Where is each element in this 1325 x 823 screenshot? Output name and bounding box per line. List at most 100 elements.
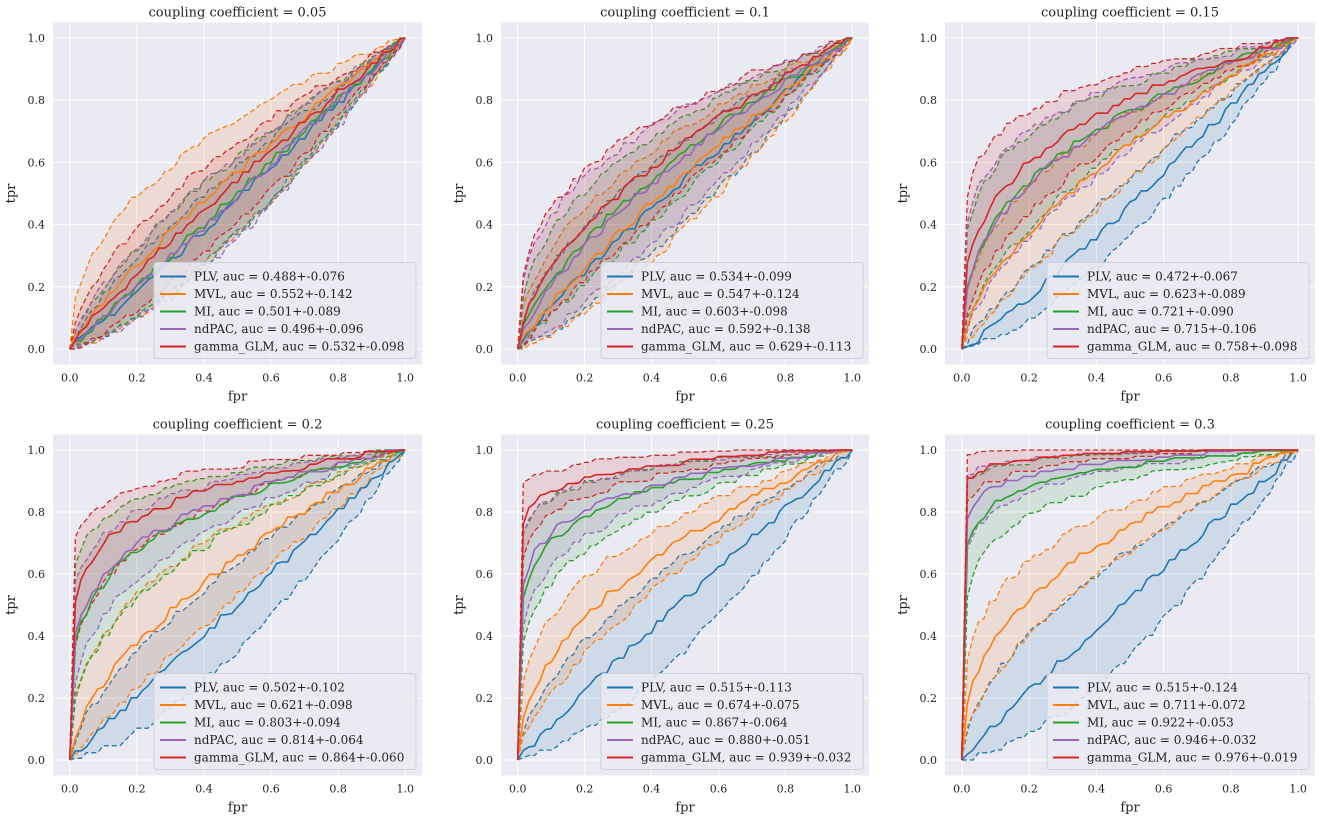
y-tick-label: 0.4 bbox=[920, 219, 938, 232]
lower-bound-PLV bbox=[961, 449, 1299, 761]
y-tick-label: 0.4 bbox=[476, 630, 494, 643]
mean-roc-gamma_GLM bbox=[69, 449, 406, 761]
upper-bound-MVL bbox=[517, 37, 853, 350]
x-tick-label: 0.4 bbox=[643, 783, 661, 796]
band-ndPAC bbox=[961, 450, 1299, 760]
x-tick-label: 1.0 bbox=[1289, 372, 1307, 385]
y-tick-label: 0.2 bbox=[476, 692, 494, 705]
x-tick-label: 0.8 bbox=[329, 372, 347, 385]
y-tick-label: 0.2 bbox=[920, 281, 938, 294]
x-tick-label: 0.0 bbox=[509, 783, 527, 796]
y-tick-label: 0.0 bbox=[476, 754, 494, 767]
subplot-title: coupling coefficient = 0.05 bbox=[149, 6, 327, 21]
band-ndPAC bbox=[517, 450, 853, 760]
mean-roc-ndPAC bbox=[516, 37, 853, 350]
x-tick-label: 0.8 bbox=[1222, 372, 1240, 385]
x-tick-label: 0.0 bbox=[509, 372, 527, 385]
y-tick-label: 0.0 bbox=[28, 343, 46, 356]
band-MI bbox=[517, 38, 853, 349]
legend-entry: PLV, auc = 0.502+-0.102 bbox=[194, 681, 345, 695]
y-axis-label: tpr bbox=[896, 183, 911, 204]
band-MVL bbox=[961, 38, 1299, 349]
legend-entry: gamma_GLM, auc = 0.758+-0.098 bbox=[1087, 340, 1297, 354]
y-tick-label: 0.4 bbox=[476, 219, 494, 232]
mean-roc-MI bbox=[961, 449, 1299, 761]
legend-entry: MVL, auc = 0.547+-0.124 bbox=[641, 287, 800, 301]
x-tick-label: 1.0 bbox=[844, 783, 862, 796]
legend: PLV, auc = 0.488+-0.076 MVL, auc = 0.552+… bbox=[153, 262, 417, 359]
x-axis-label: fpr bbox=[675, 390, 695, 405]
legend-entry: MI, auc = 0.603+-0.098 bbox=[641, 305, 788, 319]
x-tick-label: 0.8 bbox=[777, 783, 795, 796]
y-tick-label: 0.6 bbox=[28, 156, 46, 169]
y-tick-label: 0.4 bbox=[28, 630, 46, 643]
legend-entry: ndPAC, auc = 0.880+-0.051 bbox=[641, 733, 811, 747]
lower-bound-ndPAC bbox=[69, 449, 406, 761]
x-axis-label: fpr bbox=[228, 801, 248, 816]
upper-bound-MI bbox=[961, 37, 1299, 350]
mean-roc-ndPAC bbox=[69, 449, 406, 761]
y-tick-label: 0.0 bbox=[28, 754, 46, 767]
y-tick-label: 0.2 bbox=[476, 281, 494, 294]
x-tick-label: 0.4 bbox=[643, 372, 661, 385]
mean-roc-PLV bbox=[69, 449, 406, 761]
upper-bound-gamma_GLM bbox=[69, 37, 406, 350]
legend-entry: gamma_GLM, auc = 0.939+-0.032 bbox=[641, 751, 851, 765]
x-tick-label: 0.2 bbox=[576, 783, 594, 796]
subplot-title: coupling coefficient = 0.25 bbox=[596, 418, 774, 433]
y-tick-label: 1.0 bbox=[28, 444, 46, 457]
lower-bound-MVL bbox=[961, 449, 1299, 761]
y-tick-label: 0.6 bbox=[920, 568, 938, 581]
lower-bound-MI bbox=[69, 37, 406, 350]
upper-bound-MVL bbox=[517, 449, 853, 761]
legend-entry: ndPAC, auc = 0.496+-0.096 bbox=[194, 322, 364, 336]
mean-roc-ndPAC bbox=[516, 449, 853, 761]
x-tick-label: 1.0 bbox=[844, 372, 862, 385]
band-MVL bbox=[69, 450, 406, 760]
lower-bound-gamma_GLM bbox=[517, 37, 853, 350]
mean-roc-PLV bbox=[517, 449, 853, 761]
legend-entry: gamma_GLM, auc = 0.532+-0.098 bbox=[194, 340, 404, 354]
y-axis-label: tpr bbox=[4, 183, 19, 204]
lower-bound-gamma_GLM bbox=[961, 449, 1299, 761]
subplot-1: 0.0 0.0 0.2 0.2 0.4 0.4 0.6 0.6 0.8 0.8 1.0 1.0 coup… bbox=[4, 6, 422, 405]
upper-bound-MVL bbox=[961, 37, 1299, 350]
mean-roc-MI bbox=[69, 449, 406, 761]
y-tick-label: 0.6 bbox=[920, 156, 938, 169]
x-tick-label: 0.2 bbox=[128, 783, 146, 796]
mean-roc-PLV bbox=[69, 37, 406, 350]
y-tick-label: 0.0 bbox=[920, 343, 938, 356]
x-tick-label: 0.8 bbox=[329, 783, 347, 796]
upper-bound-MVL bbox=[69, 449, 406, 761]
mean-roc-MVL bbox=[961, 449, 1299, 761]
x-tick-label: 1.0 bbox=[396, 783, 414, 796]
subplot-4: 0.0 0.0 0.2 0.2 0.4 0.4 0.6 0.6 0.8 0.8 1.0 1.0 coup… bbox=[4, 418, 422, 816]
y-tick-label: 0.2 bbox=[28, 692, 46, 705]
lower-bound-MI bbox=[961, 449, 1299, 761]
legend-entry: ndPAC, auc = 0.814+-0.064 bbox=[194, 733, 364, 747]
x-tick-label: 1.0 bbox=[396, 372, 414, 385]
legend-entry: PLV, auc = 0.515+-0.113 bbox=[641, 681, 792, 695]
mean-roc-PLV bbox=[961, 449, 1299, 761]
y-tick-label: 1.0 bbox=[28, 32, 46, 45]
y-tick-label: 0.6 bbox=[476, 568, 494, 581]
x-tick-label: 0.2 bbox=[128, 372, 146, 385]
mean-roc-gamma_GLM bbox=[516, 37, 853, 350]
x-tick-label: 0.0 bbox=[61, 783, 79, 796]
y-tick-label: 1.0 bbox=[920, 32, 938, 45]
legend-entry: PLV, auc = 0.515+-0.124 bbox=[1087, 681, 1238, 695]
subplot-3: 0.0 0.0 0.2 0.2 0.4 0.4 0.6 0.6 0.8 0.8 1.0 1.0 coup… bbox=[896, 6, 1315, 405]
mean-roc-MVL bbox=[961, 37, 1299, 350]
legend: PLV, auc = 0.502+-0.102 MVL, auc = 0.621+… bbox=[153, 673, 417, 770]
subplot-title: coupling coefficient = 0.3 bbox=[1045, 418, 1215, 433]
mean-roc-gamma_GLM bbox=[69, 37, 406, 350]
subplot-5: 0.0 0.0 0.2 0.2 0.4 0.4 0.6 0.6 0.8 0.8 1.0 1.0 coup… bbox=[452, 418, 869, 816]
band-MI bbox=[69, 450, 406, 760]
mean-roc-ndPAC bbox=[69, 37, 406, 350]
y-axis-label: tpr bbox=[452, 183, 467, 204]
band-MI bbox=[961, 450, 1299, 760]
legend-entry: PLV, auc = 0.488+-0.076 bbox=[194, 270, 345, 284]
legend-entry: gamma_GLM, auc = 0.864+-0.060 bbox=[194, 751, 404, 765]
y-axis-label: tpr bbox=[896, 594, 911, 615]
x-axis-label: fpr bbox=[228, 390, 248, 405]
